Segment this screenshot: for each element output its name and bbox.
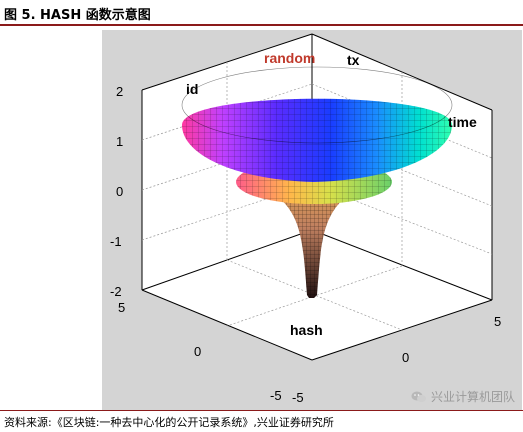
z-axis-ticks: 2 1 0 -1 -2: [110, 84, 123, 299]
y-tick: -5: [270, 388, 282, 403]
figure-footer: 资料来源:《区块链:一种去中心化的公开记录系统》,兴业证券研究所: [0, 410, 523, 432]
label-time: time: [448, 114, 477, 130]
wechat-icon: [411, 390, 427, 404]
z-tick: -1: [110, 234, 122, 249]
funnel-stem: [252, 180, 372, 298]
x-axis-ticks: -5 0 5: [292, 314, 501, 405]
label-random: random: [264, 50, 315, 66]
y-tick: 5: [118, 300, 125, 315]
watermark: 兴业计算机团队: [411, 388, 515, 405]
label-id: id: [186, 81, 198, 97]
footer-rule: [0, 410, 523, 411]
watermark-text: 兴业计算机团队: [430, 390, 515, 404]
figure-header: 图 5. HASH 函数示意图: [0, 0, 523, 26]
label-hash: hash: [290, 322, 323, 338]
x-tick: -5: [292, 390, 304, 405]
header-rule: [0, 24, 523, 26]
diagram-svg: 2 1 0 -1 -2 5 0 -5 -5 0 5 random tx id t…: [102, 30, 522, 410]
y-tick: 0: [194, 344, 201, 359]
y-axis-ticks: 5 0 -5: [118, 300, 282, 403]
z-tick: 1: [116, 134, 123, 149]
source-note: 资料来源:《区块链:一种去中心化的公开记录系统》,兴业证券研究所: [4, 416, 334, 429]
z-tick: 0: [116, 184, 123, 199]
hash-function-diagram: 2 1 0 -1 -2 5 0 -5 -5 0 5 random tx id t…: [102, 30, 522, 410]
x-tick: 5: [494, 314, 501, 329]
funnel-rim: [181, 66, 453, 182]
z-tick: 2: [116, 84, 123, 99]
label-tx: tx: [347, 52, 360, 68]
x-tick: 0: [402, 350, 409, 365]
z-tick: -2: [110, 284, 122, 299]
figure-title: 图 5. HASH 函数示意图: [4, 8, 151, 23]
